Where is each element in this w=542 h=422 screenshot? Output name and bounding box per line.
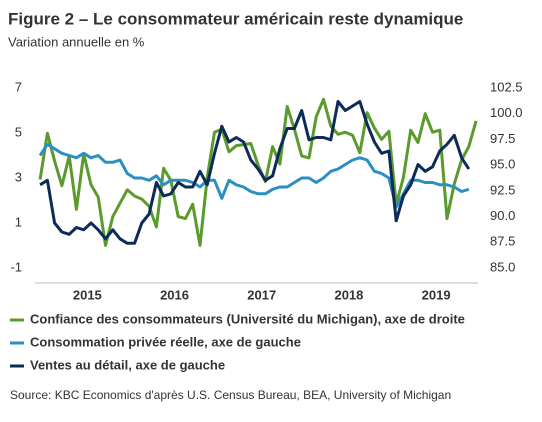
- x-tick-label: 2019: [422, 287, 451, 302]
- chart-subtitle: Variation annuelle en %: [8, 34, 145, 49]
- y2-tick-label: 90.0: [490, 208, 515, 223]
- legend-label: Ventes au détail, axe de gauche: [30, 357, 225, 372]
- y-tick-label: 7: [15, 79, 22, 94]
- y2-tick-label: 95.0: [490, 157, 515, 172]
- y-tick-label: 3: [15, 169, 22, 184]
- x-tick-label: 2017: [247, 287, 276, 302]
- x-tick-label: 2016: [160, 287, 189, 302]
- y2-tick-label: 97.5: [490, 131, 515, 146]
- y-tick-label: -1: [10, 259, 22, 274]
- y2-tick-label: 87.5: [490, 234, 515, 249]
- series-line: [38, 142, 470, 209]
- y-tick-label: 1: [15, 214, 22, 229]
- legend-label: Confiance des consommateurs (Université …: [30, 311, 465, 326]
- y2-tick-label: 92.5: [490, 182, 515, 197]
- x-tick-label: 2015: [73, 287, 102, 302]
- chart-title: Figure 2 – Le consommateur américain res…: [8, 9, 463, 28]
- y2-tick-label: 85.0: [490, 259, 515, 274]
- x-tick-label: 2018: [334, 287, 363, 302]
- y-tick-label: 5: [15, 124, 22, 139]
- source: Source: KBC Economics d'après U.S. Censu…: [10, 388, 451, 402]
- y2-tick-label: 102.5: [490, 79, 523, 94]
- series-line: [38, 97, 478, 247]
- series-line: [39, 100, 471, 245]
- legend-label: Consommation privée réelle, axe de gauch…: [30, 334, 301, 349]
- y2-tick-label: 100.0: [490, 105, 523, 120]
